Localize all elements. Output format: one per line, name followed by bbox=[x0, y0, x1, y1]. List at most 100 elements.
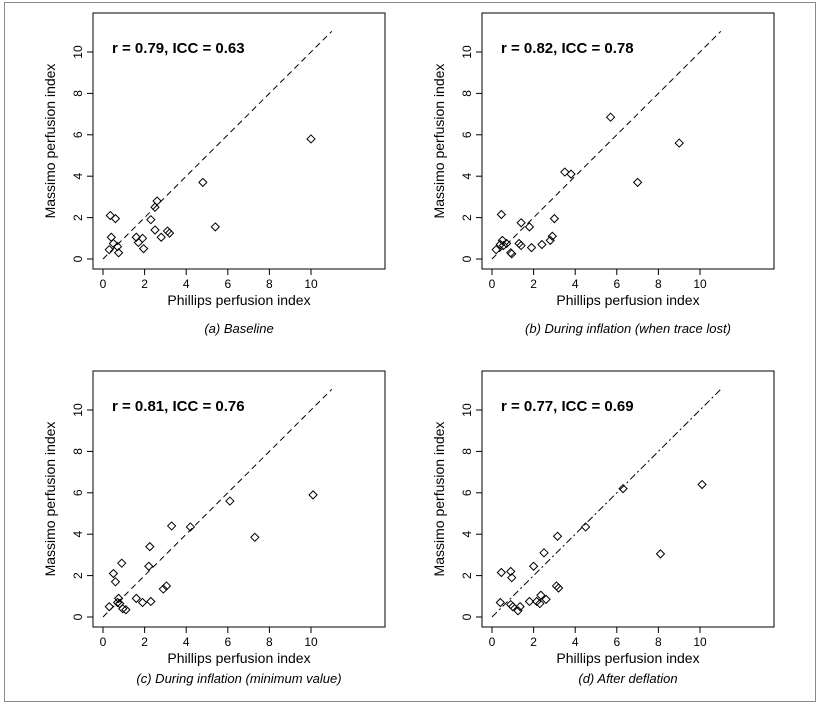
y-tick-label: 4 bbox=[460, 531, 474, 538]
data-point bbox=[131, 232, 141, 242]
plot-area-box bbox=[92, 370, 386, 628]
y-tick-label: 10 bbox=[460, 403, 474, 417]
data-point bbox=[158, 584, 169, 594]
data-point bbox=[113, 248, 124, 258]
data-point bbox=[104, 244, 114, 255]
panel-caption: (b) During inflation (when trace lost) bbox=[525, 321, 731, 336]
data-point bbox=[655, 549, 666, 559]
correlation-annotation: r = 0.81, ICC = 0.76 bbox=[112, 398, 245, 415]
data-point bbox=[507, 249, 517, 259]
data-point bbox=[495, 597, 506, 608]
data-point bbox=[541, 594, 551, 605]
data-point bbox=[150, 202, 160, 212]
data-point bbox=[515, 601, 525, 612]
x-tick-label: 6 bbox=[613, 635, 620, 649]
x-tick-label: 0 bbox=[489, 635, 496, 649]
y-axis-title: Massimo perfusion index bbox=[431, 64, 447, 219]
x-tick-label: 2 bbox=[141, 635, 148, 649]
data-point bbox=[308, 490, 318, 500]
data-point bbox=[156, 232, 166, 242]
data-point bbox=[210, 222, 221, 232]
data-point bbox=[131, 593, 141, 604]
data-point bbox=[553, 583, 564, 593]
data-point bbox=[674, 138, 684, 148]
data-point bbox=[496, 209, 507, 220]
x-tick-label: 10 bbox=[304, 635, 318, 649]
data-point bbox=[526, 242, 537, 253]
identity-line bbox=[491, 388, 722, 618]
x-tick-label: 8 bbox=[266, 635, 273, 649]
data-point bbox=[113, 593, 124, 604]
data-point bbox=[539, 548, 549, 558]
correlation-annotation: r = 0.82, ICC = 0.78 bbox=[501, 40, 634, 57]
y-tick-label: 8 bbox=[460, 448, 474, 455]
data-point bbox=[105, 210, 115, 221]
data-point bbox=[150, 225, 160, 235]
data-point bbox=[110, 577, 121, 587]
y-tick-label: 6 bbox=[460, 489, 474, 496]
x-tick-label: 4 bbox=[183, 277, 190, 291]
y-tick-label: 10 bbox=[71, 45, 85, 59]
data-point bbox=[185, 522, 196, 532]
y-tick-label: 6 bbox=[71, 131, 85, 138]
y-tick-label: 0 bbox=[460, 613, 474, 620]
y-axis-title: Massimo perfusion index bbox=[431, 422, 447, 577]
data-point bbox=[108, 568, 119, 579]
x-axis-title: Phillips perfusion index bbox=[556, 292, 699, 308]
data-point bbox=[496, 567, 507, 578]
data-point bbox=[497, 235, 508, 246]
identity-line bbox=[102, 30, 333, 260]
y-tick-label: 2 bbox=[71, 572, 85, 579]
x-tick-label: 6 bbox=[613, 277, 620, 291]
identity-line bbox=[102, 388, 333, 618]
data-point bbox=[618, 483, 628, 494]
y-tick-label: 8 bbox=[71, 448, 85, 455]
data-point bbox=[306, 134, 316, 144]
data-point bbox=[508, 601, 518, 612]
y-tick-label: 4 bbox=[71, 531, 85, 538]
data-point bbox=[566, 169, 576, 179]
y-axis-title: Massimo perfusion index bbox=[42, 64, 58, 219]
y-tick-label: 10 bbox=[460, 45, 474, 59]
data-point bbox=[144, 561, 154, 571]
x-axis-title: Phillips perfusion index bbox=[167, 650, 310, 666]
data-point bbox=[547, 231, 558, 241]
panel-caption: (d) After deflation bbox=[578, 671, 677, 686]
y-tick-label: 8 bbox=[71, 90, 85, 97]
data-point bbox=[225, 496, 235, 506]
y-tick-label: 4 bbox=[71, 173, 85, 180]
correlation-annotation: r = 0.77, ICC = 0.69 bbox=[501, 398, 634, 415]
x-tick-label: 4 bbox=[572, 635, 579, 649]
data-point bbox=[697, 479, 707, 490]
y-tick-label: 2 bbox=[460, 214, 474, 221]
data-point bbox=[580, 522, 591, 532]
data-point bbox=[138, 243, 149, 254]
x-tick-label: 4 bbox=[183, 635, 190, 649]
data-point bbox=[524, 222, 535, 232]
data-point bbox=[560, 167, 570, 177]
x-tick-label: 2 bbox=[530, 277, 537, 291]
x-tick-label: 8 bbox=[266, 277, 273, 291]
data-point bbox=[137, 597, 148, 608]
y-tick-label: 6 bbox=[71, 489, 85, 496]
x-tick-label: 0 bbox=[489, 277, 496, 291]
panel-caption: (a) Baseline bbox=[204, 321, 273, 336]
data-point bbox=[516, 240, 526, 251]
data-point bbox=[524, 596, 535, 607]
data-point bbox=[536, 590, 546, 600]
data-point bbox=[108, 238, 119, 249]
data-point bbox=[516, 218, 526, 228]
data-point bbox=[161, 581, 172, 591]
data-point bbox=[166, 521, 177, 531]
data-point bbox=[121, 605, 131, 615]
x-axis-title: Phillips perfusion index bbox=[167, 292, 310, 308]
data-point bbox=[537, 239, 547, 250]
y-axis-title: Massimo perfusion index bbox=[42, 422, 58, 577]
data-point bbox=[535, 598, 545, 609]
data-point bbox=[632, 177, 643, 188]
data-point bbox=[146, 214, 156, 225]
data-point bbox=[146, 596, 156, 607]
